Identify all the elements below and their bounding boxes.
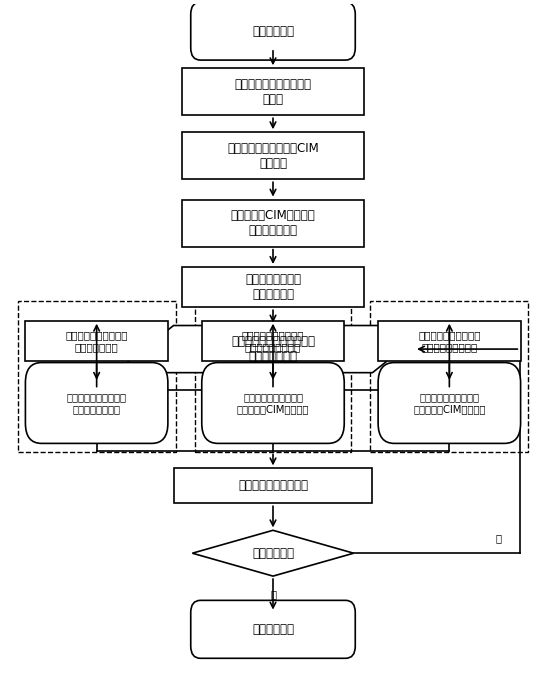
Bar bbox=[182, 68, 364, 115]
Bar bbox=[195, 301, 351, 452]
Text: 依据电力设备命名
设置匹配规则: 依据电力设备命名 设置匹配规则 bbox=[245, 273, 301, 301]
Bar bbox=[202, 321, 344, 361]
Text: 否: 否 bbox=[496, 533, 502, 543]
FancyBboxPatch shape bbox=[191, 2, 355, 60]
Text: 识别不同系统的中电力
设备对象的树状结构: 识别不同系统的中电力 设备对象的树状结构 bbox=[242, 330, 304, 352]
FancyBboxPatch shape bbox=[202, 363, 344, 443]
FancyBboxPatch shape bbox=[378, 363, 520, 443]
Bar bbox=[26, 321, 168, 361]
Bar bbox=[182, 267, 364, 308]
Text: 依据树状结构逐层匹配
台账数据和CIM模型数据: 依据树状结构逐层匹配 台账数据和CIM模型数据 bbox=[237, 392, 309, 414]
Text: 建立电力设备模型映射关系
和电网全景模型: 建立电力设备模型映射关系 和电网全景模型 bbox=[231, 335, 315, 363]
Text: 依据设备类别逐层匹配
台账数据和CIM模型数据: 依据设备类别逐层匹配 台账数据和CIM模型数据 bbox=[413, 392, 485, 414]
Text: 抽取生产一体化系统的台
账数据: 抽取生产一体化系统的台 账数据 bbox=[234, 78, 312, 106]
Text: 抽取调度自动化系统的CIM
模型数据: 抽取调度自动化系统的CIM 模型数据 bbox=[227, 142, 319, 170]
Text: 识别不同系统的中电力
设备对象的设备类型: 识别不同系统的中电力 设备对象的设备类型 bbox=[418, 330, 480, 352]
Text: 得到匹配后的唯一模型: 得到匹配后的唯一模型 bbox=[238, 479, 308, 492]
Text: 结束模型匹配: 结束模型匹配 bbox=[252, 623, 294, 636]
Bar bbox=[182, 200, 364, 247]
Text: 将解析后的CIM模型数据
写入关系数据库: 将解析后的CIM模型数据 写入关系数据库 bbox=[230, 209, 316, 237]
Bar bbox=[17, 301, 176, 452]
Text: 是: 是 bbox=[270, 589, 276, 599]
FancyBboxPatch shape bbox=[191, 600, 355, 658]
FancyBboxPatch shape bbox=[26, 363, 168, 443]
Text: 统一同一种类型电力设
备对象的命名方式: 统一同一种类型电力设 备对象的命名方式 bbox=[67, 392, 127, 414]
Text: 识别不同系统的中电力
设备对象的命名: 识别不同系统的中电力 设备对象的命名 bbox=[66, 330, 128, 352]
Bar bbox=[378, 321, 520, 361]
Text: 启动模型匹配: 启动模型匹配 bbox=[252, 25, 294, 38]
Bar bbox=[174, 469, 372, 503]
Bar bbox=[182, 132, 364, 179]
Text: 核实匹配效果: 核实匹配效果 bbox=[252, 547, 294, 560]
Bar bbox=[370, 301, 529, 452]
Polygon shape bbox=[115, 325, 431, 372]
Polygon shape bbox=[192, 531, 354, 576]
